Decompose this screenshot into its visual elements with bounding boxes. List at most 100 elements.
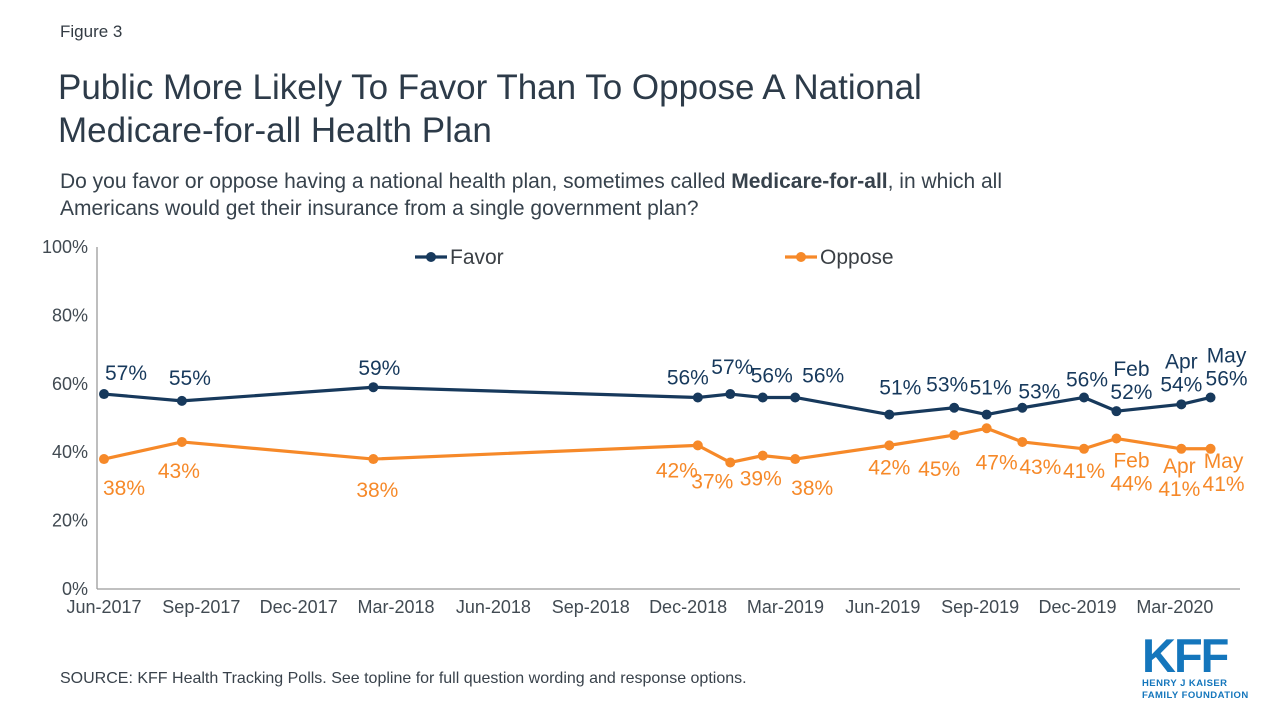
x-tick-label: Dec-2018 <box>649 597 727 617</box>
favor-point-label: 56% <box>802 364 844 387</box>
subtitle-suffix: , in which all <box>887 170 1003 193</box>
x-tick-label: Mar-2018 <box>358 597 435 617</box>
x-tick-label: Sep-2019 <box>941 597 1019 617</box>
page-title: Public More Likely To Favor Than To Oppo… <box>58 66 922 152</box>
favor-point <box>757 392 768 403</box>
favor-point-label: 57% <box>711 356 753 379</box>
favor-point-label: 53% <box>1018 381 1060 404</box>
favor-point-label: Feb <box>1113 358 1149 381</box>
kff-logo-line2: FAMILY FOUNDATION <box>1142 689 1249 701</box>
x-tick-label: Mar-2019 <box>747 597 824 617</box>
favor-point <box>1205 392 1216 403</box>
oppose-point-label: May <box>1204 450 1244 473</box>
oppose-point <box>99 454 109 465</box>
favor-point-label: 51% <box>879 377 921 400</box>
oppose-point-label: 37% <box>691 470 733 493</box>
favor-point-label: 54% <box>1160 373 1202 396</box>
y-tick-label: 80% <box>52 305 88 325</box>
favor-point <box>981 409 992 420</box>
y-tick-label: 20% <box>52 511 88 531</box>
x-tick-label: Sep-2018 <box>552 597 630 617</box>
oppose-point <box>981 423 992 434</box>
oppose-point-label: 43% <box>158 460 200 483</box>
legend-favor-label: Favor <box>450 246 504 269</box>
oppose-point-label: 41% <box>1063 460 1105 483</box>
favor-point-label: 51% <box>970 377 1012 400</box>
x-tick-label: Jun-2018 <box>456 597 531 617</box>
favor-point-label: 55% <box>169 367 211 390</box>
favor-point-label: 57% <box>105 362 147 385</box>
oppose-point-label: 38% <box>103 477 145 500</box>
oppose-point-label: 39% <box>740 468 782 491</box>
oppose-point <box>368 454 379 465</box>
oppose-point <box>1017 436 1028 447</box>
favor-point <box>725 389 736 400</box>
oppose-point-label: 47% <box>976 451 1018 474</box>
x-tick-label: Dec-2019 <box>1038 597 1116 617</box>
kff-logo-line1: HENRY J KAISER <box>1142 678 1228 689</box>
subtitle-line2: Americans would get their insurance from… <box>60 197 699 220</box>
page-title-line1: Public More Likely To Favor Than To Oppo… <box>58 68 922 107</box>
page-title-line2: Medicare-for-all Health Plan <box>58 111 492 150</box>
oppose-point-label: Apr <box>1163 455 1196 478</box>
oppose-point <box>1205 443 1216 454</box>
subtitle-line1: Do you favor or oppose having a national… <box>60 168 1002 195</box>
chart-subtitle: Do you favor or oppose having a national… <box>60 168 1002 222</box>
legend-oppose-label: Oppose <box>820 246 894 269</box>
y-tick-label: 100% <box>42 237 88 257</box>
x-tick-label: Dec-2017 <box>260 597 338 617</box>
y-tick-label: 40% <box>52 442 88 462</box>
oppose-point-label: 38% <box>356 479 398 502</box>
oppose-point <box>790 454 801 465</box>
favor-point <box>99 389 109 400</box>
oppose-point-label: 41% <box>1158 478 1200 501</box>
oppose-point-label: 41% <box>1203 473 1245 496</box>
favor-point <box>692 392 703 403</box>
favor-point <box>949 402 960 413</box>
favor-point <box>884 409 895 420</box>
x-tick-label: Jun-2019 <box>845 597 920 617</box>
oppose-point-label: 43% <box>1019 456 1061 479</box>
subtitle-bold-term: Medicare-for-all <box>731 170 888 193</box>
oppose-point <box>1176 443 1187 454</box>
legend-favor-dot <box>426 252 436 262</box>
oppose-point-label: 45% <box>918 458 960 481</box>
legend-oppose-dot <box>796 252 806 262</box>
favor-point <box>176 395 187 406</box>
oppose-point <box>176 436 187 447</box>
x-tick-label: Sep-2017 <box>162 597 240 617</box>
favor-point-label: Apr <box>1165 350 1198 373</box>
favor-point-label: May <box>1207 344 1247 367</box>
kff-logo: KFF HENRY J KAISER FAMILY FOUNDATION <box>1142 629 1252 701</box>
favor-point-label: 59% <box>358 357 400 380</box>
figure-label: Figure 3 <box>60 22 123 41</box>
favor-point-label: 56% <box>1066 368 1108 391</box>
oppose-point <box>692 440 703 451</box>
kff-logo-acronym: KFF <box>1142 629 1229 682</box>
favor-point <box>1078 392 1089 403</box>
oppose-point <box>725 457 736 468</box>
source-note: SOURCE: KFF Health Tracking Polls. See t… <box>60 670 747 687</box>
oppose-point-label: 44% <box>1110 473 1152 496</box>
y-tick-label: 60% <box>52 374 88 394</box>
favor-point <box>790 392 801 403</box>
x-tick-label: Jun-2017 <box>66 597 141 617</box>
favor-point-label: 53% <box>926 374 968 397</box>
subtitle-prefix: Do you favor or oppose having a national… <box>60 170 732 193</box>
oppose-point <box>757 450 768 461</box>
oppose-point <box>1078 443 1089 454</box>
favor-point-label: 56% <box>1206 367 1248 390</box>
y-tick-label: 0% <box>62 579 88 599</box>
favor-point-label: 56% <box>667 366 709 389</box>
favor-point-label: 56% <box>751 364 793 387</box>
oppose-point-label: 42% <box>656 459 698 482</box>
oppose-point <box>884 440 895 451</box>
favor-point <box>368 382 379 393</box>
oppose-point-label: 42% <box>868 456 910 479</box>
favor-point <box>1111 406 1122 417</box>
x-tick-label: Mar-2020 <box>1136 597 1213 617</box>
favor-point-label: 52% <box>1110 381 1152 404</box>
oppose-point-label: 38% <box>791 477 833 500</box>
favor-point <box>1176 399 1187 410</box>
